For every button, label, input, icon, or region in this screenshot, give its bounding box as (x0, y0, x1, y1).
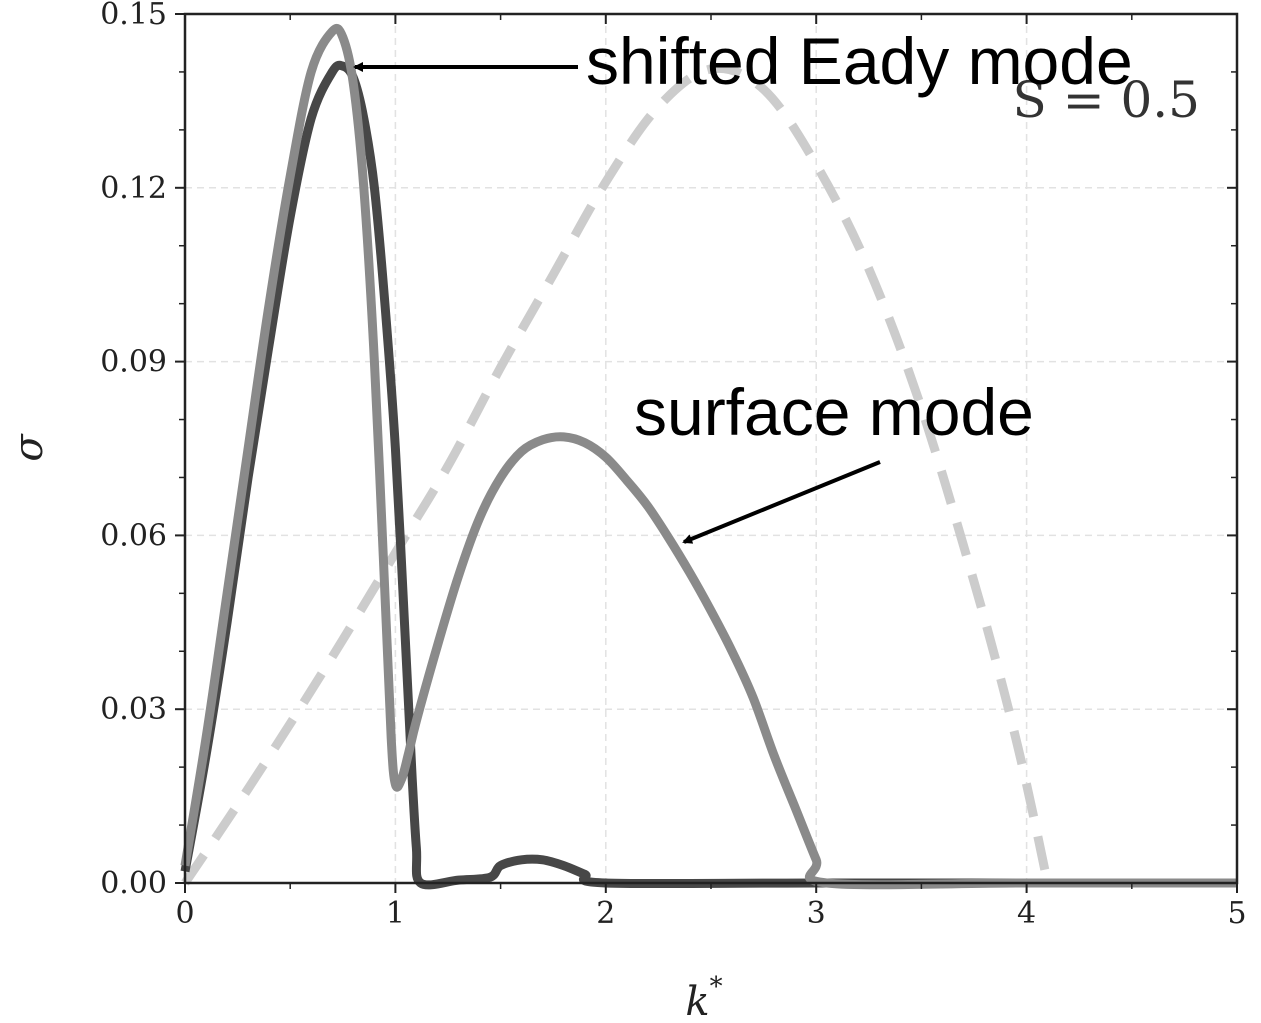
y-tick-label: 0.03 (100, 692, 167, 727)
x-axis-label: k* (685, 972, 722, 1023)
x-tick-label: 2 (596, 896, 615, 931)
dashed-series-line (181, 63, 1053, 886)
y-axis-label: σ (6, 433, 52, 462)
shifted-mode-label: shifted Eady mode (586, 24, 1133, 98)
ticks: 0 1 2 3 4 5 0.00 0.03 0.06 0.09 0.12 0.15 (100, 0, 1246, 931)
x-tick-label: 1 (386, 896, 405, 931)
series-group (180, 23, 1237, 890)
medium-series-line (180, 23, 1237, 890)
y-tick-label: 0.09 (100, 345, 167, 380)
y-tick-label: 0.06 (100, 518, 167, 553)
y-tick-label: 0.15 (100, 0, 167, 32)
surface-mode-arrow (682, 460, 881, 544)
surface-mode-label: surface mode (634, 375, 1034, 449)
y-tick-label: 0.00 (100, 866, 167, 901)
parameter-label: S = 0.5 (1013, 71, 1200, 129)
x-tick-label: 5 (1227, 896, 1246, 931)
x-tick-label: 4 (1017, 896, 1036, 931)
x-tick-label: 3 (807, 896, 826, 931)
y-tick-label: 0.12 (100, 171, 167, 206)
dark-series-line (180, 60, 1237, 890)
x-tick-label: 0 (175, 896, 194, 931)
